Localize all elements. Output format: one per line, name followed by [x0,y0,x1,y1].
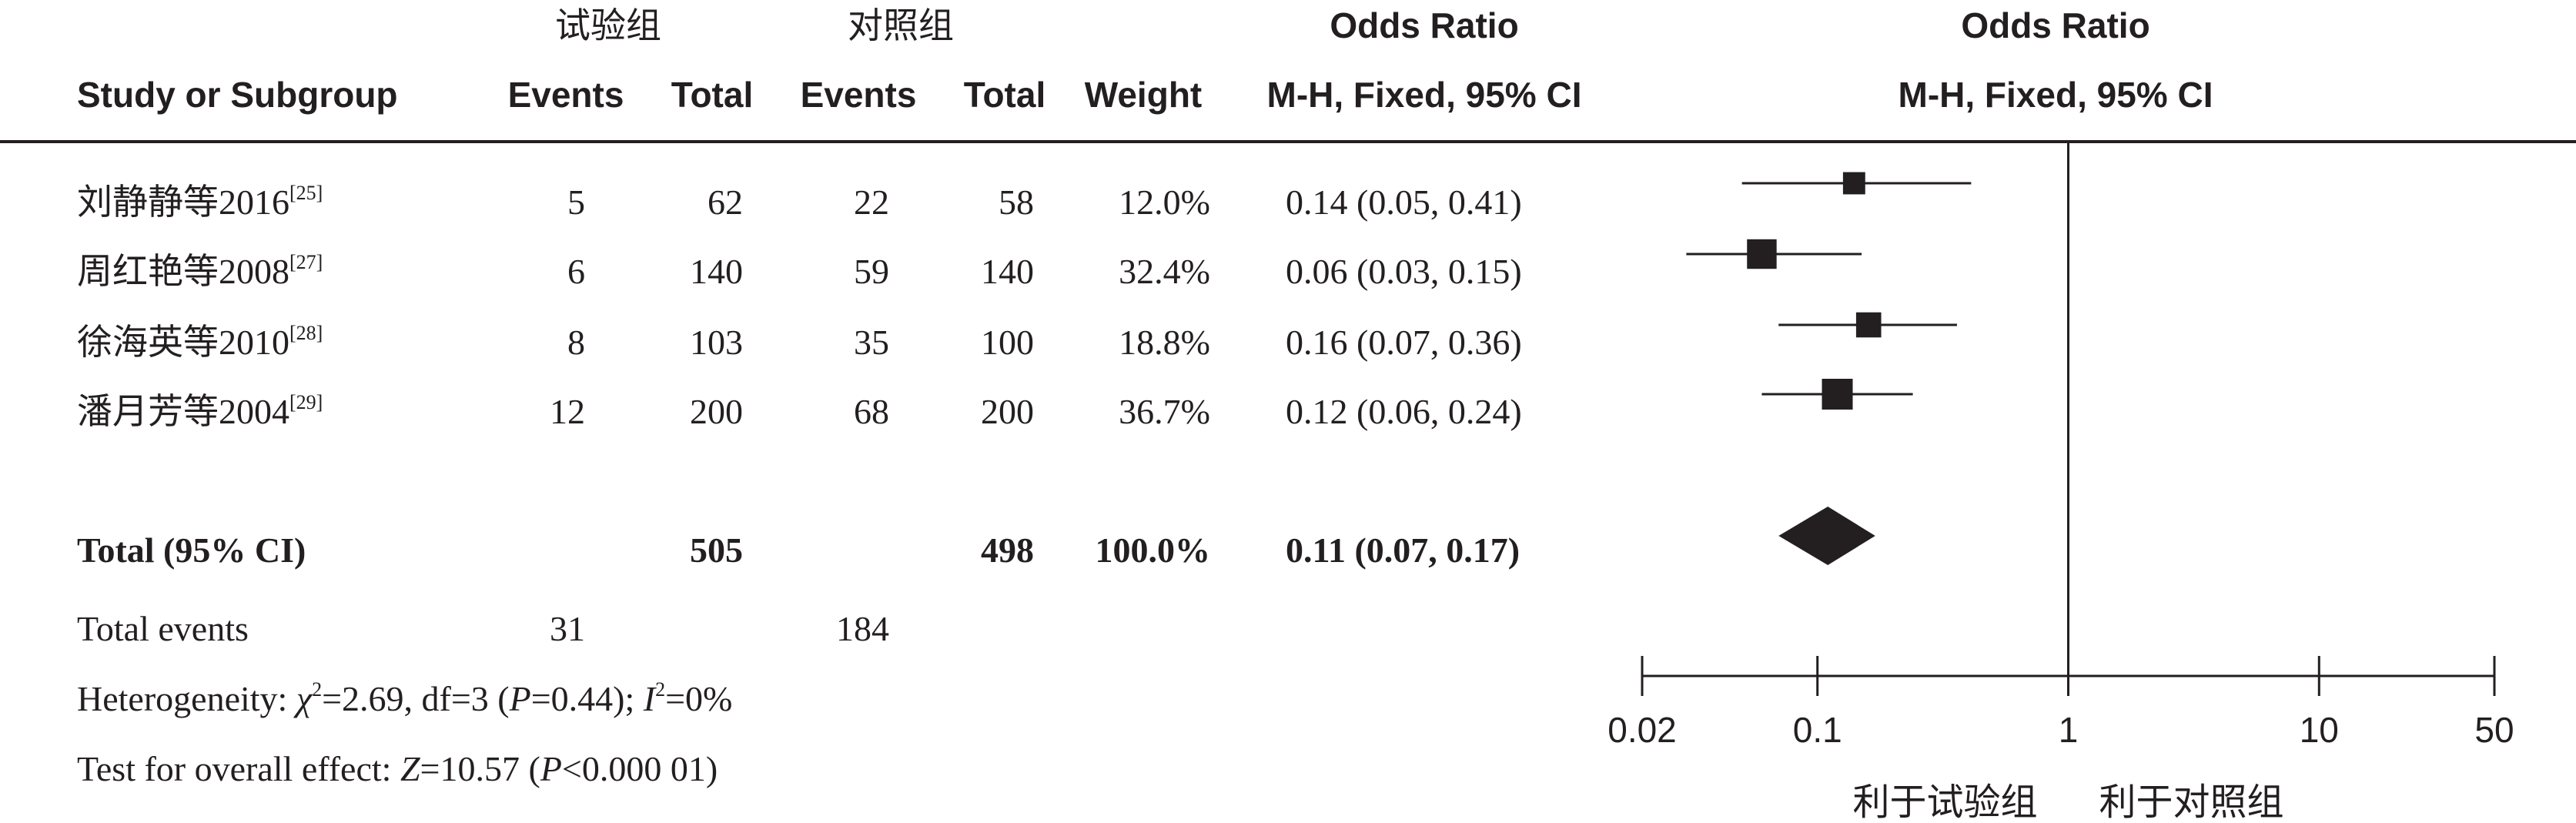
events-exp-value: 6 [567,252,585,291]
total-exp-value: 62 [708,182,743,222]
pooled-diamond [1778,507,1875,565]
group-control-title: 对照组 [848,5,954,45]
x-tick-label: 0.02 [1607,710,1677,750]
table-or-title: Odds Ratio [1330,5,1519,45]
x-tick-label: 50 [2474,710,2514,750]
ci-text: 0.14 (0.05, 0.41) [1286,182,1522,222]
group-experimental-title: 试验组 [555,5,661,45]
plot-or-title: Odds Ratio [1961,5,2150,45]
table-method-header: M-H, Fixed, 95% CI [1266,75,1582,115]
total-events-ctrl: 184 [836,609,889,648]
events-ctrl-value: 59 [854,252,889,291]
weight-value: 18.8% [1119,323,1210,362]
events-exp-header: Events [507,75,624,115]
events-exp-value: 12 [550,392,585,431]
heterogeneity-text: Heterogeneity: χ2=2.69, df=3 (P=0.44); I… [77,678,733,718]
total-weight-value: 100.0% [1095,530,1211,570]
x-tick-label: 1 [2059,710,2079,750]
weight-value: 32.4% [1119,252,1210,291]
x-tick-label: 10 [2300,710,2339,750]
study-point-estimate [1842,172,1865,195]
total-ctrl-header: Total [963,75,1046,115]
plot-method-header: M-H, Fixed, 95% CI [1898,75,2213,115]
study-name: 徐海英等2010[28] [77,322,323,362]
total-label: Total (95% CI) [77,530,306,570]
favours-experimental-label: 利于试验组 [1852,781,2037,823]
total-ctrl-value: 100 [981,323,1034,362]
x-tick-label: 0.1 [1793,710,1842,750]
study-point-estimate [1822,379,1853,410]
study-point-estimate [1747,239,1777,269]
overall-effect-text: Test for overall effect: Z=10.57 (P<0.00… [77,749,718,788]
weight-value: 12.0% [1119,182,1210,222]
total-ctrl-value: 498 [981,530,1034,570]
study-name: 刘静静等2016[25] [77,182,323,222]
ci-text: 0.06 (0.03, 0.15) [1286,252,1522,291]
ci-text: 0.12 (0.06, 0.24) [1286,392,1522,431]
ci-text: 0.16 (0.07, 0.36) [1286,323,1522,362]
total-exp-header: Total [671,75,754,115]
total-exp-value: 103 [690,323,743,362]
study-point-estimate [1855,312,1882,338]
total-exp-value: 200 [690,392,743,431]
total-exp-value: 140 [690,252,743,291]
events-ctrl-value: 68 [854,392,889,431]
weight-value: 36.7% [1119,392,1210,431]
weight-header: Weight [1084,75,1203,115]
total-exp-value: 505 [690,530,743,570]
study-name: 潘月芳等2004[29] [77,391,323,431]
events-ctrl-header: Events [800,75,917,115]
study-name: 周红艳等2008[27] [77,251,323,291]
total-ctrl-value: 140 [981,252,1034,291]
total-events-label: Total events [77,609,249,648]
total-events-exp: 31 [550,609,585,648]
header-rule [0,140,2576,143]
study-column-header: Study or Subgroup [77,75,398,115]
favours-control-label: 利于对照组 [2099,781,2284,823]
events-exp-value: 5 [567,182,585,222]
total-ctrl-value: 58 [999,182,1034,222]
events-ctrl-value: 35 [854,323,889,362]
events-ctrl-value: 22 [854,182,889,222]
events-exp-value: 8 [567,323,585,362]
total-ctrl-value: 200 [981,392,1034,431]
total-ci-text: 0.11 (0.07, 0.17) [1286,530,1521,570]
